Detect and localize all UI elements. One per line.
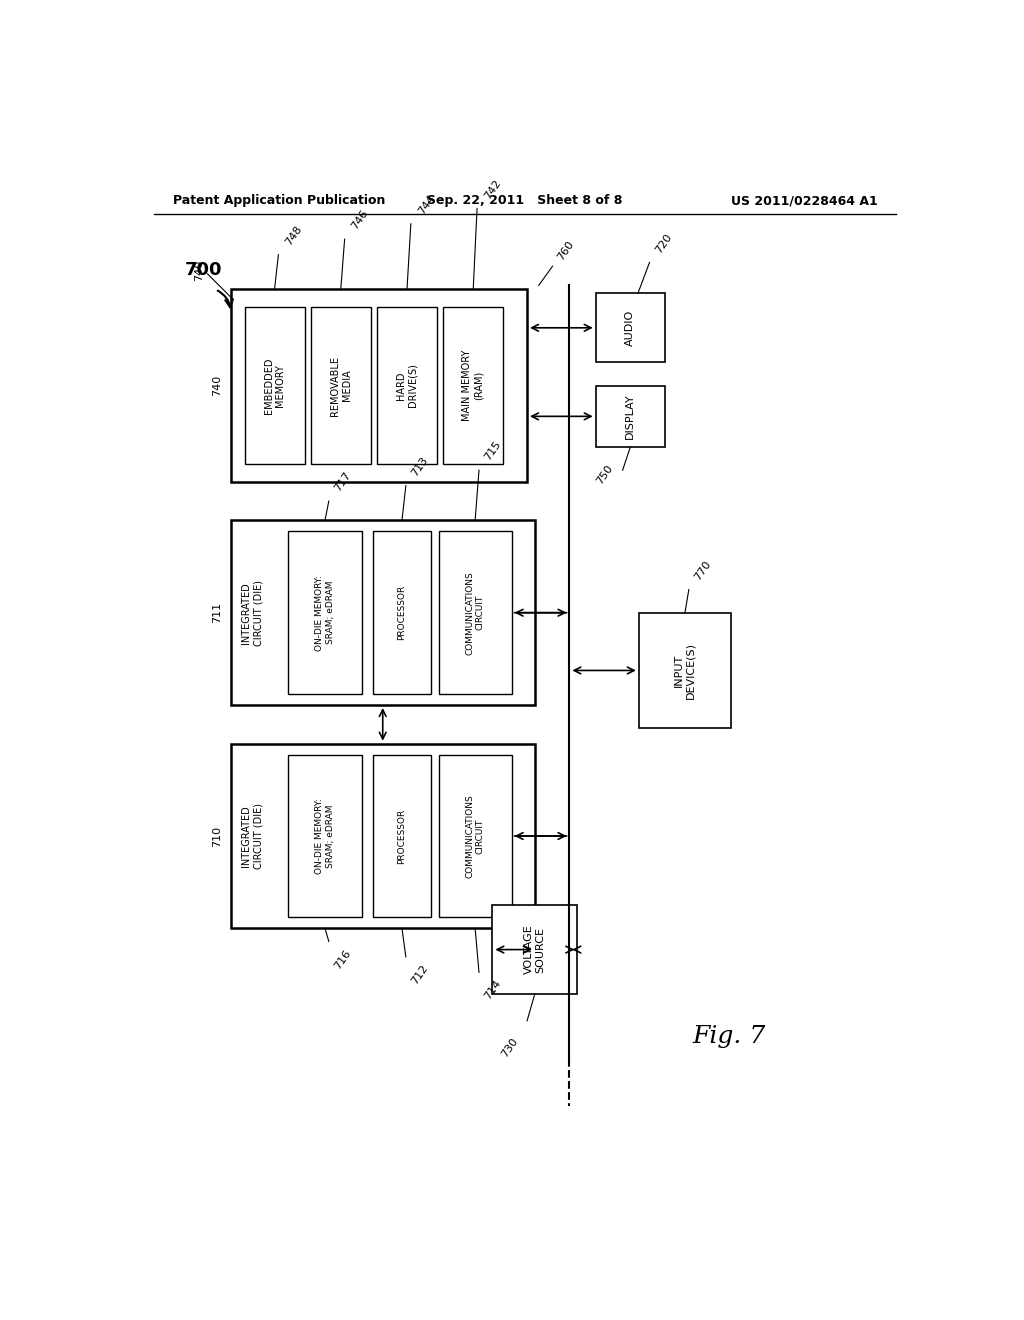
- Text: INPUT
DEVICE(S): INPUT DEVICE(S): [674, 642, 695, 700]
- Text: 700: 700: [185, 261, 222, 279]
- Text: 714: 714: [483, 978, 503, 1002]
- Text: 711: 711: [212, 602, 222, 623]
- Text: US 2011/0228464 A1: US 2011/0228464 A1: [731, 194, 878, 207]
- Bar: [310, 306, 371, 465]
- Text: 770: 770: [692, 558, 713, 582]
- Text: MAIN MEMORY
(RAM): MAIN MEMORY (RAM): [463, 350, 484, 421]
- Text: 730: 730: [499, 1036, 519, 1059]
- Bar: [230, 289, 527, 482]
- Bar: [245, 306, 304, 465]
- Text: DISPLAY: DISPLAY: [626, 393, 635, 440]
- Text: Fig. 7: Fig. 7: [692, 1024, 766, 1048]
- Text: PROCESSOR: PROCESSOR: [397, 808, 407, 863]
- Bar: [373, 532, 431, 694]
- Bar: [596, 293, 665, 363]
- Bar: [289, 755, 361, 917]
- Bar: [493, 906, 578, 994]
- Bar: [438, 755, 512, 917]
- Text: Sep. 22, 2011   Sheet 8 of 8: Sep. 22, 2011 Sheet 8 of 8: [427, 194, 623, 207]
- Text: REMOVABLE
MEDIA: REMOVABLE MEDIA: [330, 355, 351, 416]
- Bar: [377, 306, 437, 465]
- Text: 710: 710: [212, 825, 222, 846]
- Text: 720: 720: [653, 231, 674, 255]
- Text: INTEGRATED
CIRCUIT (DIE): INTEGRATED CIRCUIT (DIE): [242, 803, 263, 869]
- Text: INTEGRATED
CIRCUIT (DIE): INTEGRATED CIRCUIT (DIE): [242, 579, 263, 645]
- Text: 713: 713: [410, 455, 430, 478]
- Text: EMBEDDED
MEMORY: EMBEDDED MEMORY: [264, 358, 286, 413]
- Text: VOLTAGE
SOURCE: VOLTAGE SOURCE: [524, 925, 546, 974]
- Text: 716: 716: [333, 948, 353, 970]
- Text: 717: 717: [333, 470, 353, 494]
- Text: 746: 746: [350, 209, 371, 231]
- Bar: [443, 306, 503, 465]
- Bar: [596, 385, 665, 447]
- Text: 744: 744: [416, 193, 436, 216]
- Text: 750: 750: [595, 462, 614, 486]
- Text: 715: 715: [483, 440, 503, 462]
- Text: 740: 740: [194, 260, 204, 281]
- Bar: [289, 532, 361, 694]
- Bar: [373, 755, 431, 917]
- Text: HARD
DRIVE(S): HARD DRIVE(S): [396, 363, 418, 408]
- Text: 740: 740: [212, 375, 222, 396]
- Text: ON-DIE MEMORY:
SRAM; eDRAM: ON-DIE MEMORY: SRAM; eDRAM: [315, 799, 335, 874]
- Bar: [230, 743, 535, 928]
- Text: Patent Application Publication: Patent Application Publication: [173, 194, 385, 207]
- Text: 742: 742: [482, 177, 503, 201]
- Text: AUDIO: AUDIO: [626, 310, 635, 346]
- Text: PROCESSOR: PROCESSOR: [397, 585, 407, 640]
- Text: ON-DIE MEMORY:
SRAM; eDRAM: ON-DIE MEMORY: SRAM; eDRAM: [315, 574, 335, 651]
- Text: COMMUNICATIONS
CIRCUIT: COMMUNICATIONS CIRCUIT: [466, 795, 484, 878]
- Bar: [438, 532, 512, 694]
- Text: 712: 712: [410, 964, 430, 986]
- Bar: [639, 612, 731, 729]
- Text: 760: 760: [556, 239, 575, 263]
- Bar: [230, 520, 535, 705]
- Text: 748: 748: [284, 223, 304, 247]
- Text: COMMUNICATIONS
CIRCUIT: COMMUNICATIONS CIRCUIT: [466, 570, 484, 655]
